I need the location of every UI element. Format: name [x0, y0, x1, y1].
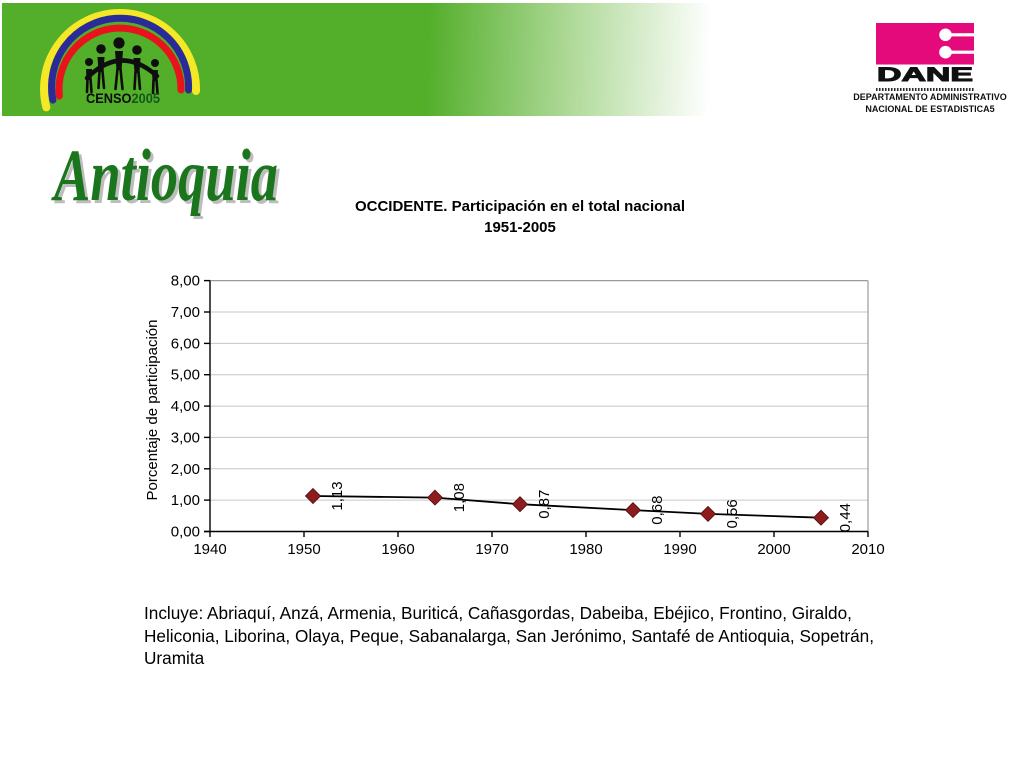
svg-text:7,00: 7,00 — [171, 304, 200, 321]
svg-text:OCCIDENTE. Participación en el: OCCIDENTE. Participación en el total nac… — [355, 198, 685, 215]
svg-text:5,00: 5,00 — [171, 367, 200, 384]
svg-text:1,13: 1,13 — [329, 481, 346, 510]
svg-text:DANE: DANE — [877, 65, 973, 83]
svg-text:2,00: 2,00 — [171, 461, 200, 478]
svg-text:8,00: 8,00 — [171, 273, 200, 290]
svg-text:CENSO2005: CENSO2005 — [86, 91, 160, 106]
svg-text:6,00: 6,00 — [171, 335, 200, 352]
svg-text:0,44: 0,44 — [837, 503, 854, 532]
svg-text:1990: 1990 — [663, 541, 696, 558]
svg-text:Porcentaje de participación: Porcentaje de participación — [144, 320, 161, 501]
svg-text:0,00: 0,00 — [171, 524, 200, 541]
svg-text:1,08: 1,08 — [451, 483, 468, 512]
svg-text:1951-2005: 1951-2005 — [484, 219, 556, 236]
svg-text:2010: 2010 — [851, 541, 884, 558]
svg-text:0,87: 0,87 — [536, 490, 553, 519]
svg-text:1,00: 1,00 — [171, 492, 200, 509]
svg-text:2000: 2000 — [757, 541, 790, 558]
svg-text:1960: 1960 — [381, 541, 414, 558]
svg-text:Antioquia: Antioquia — [51, 135, 278, 217]
svg-text:1980: 1980 — [569, 541, 602, 558]
svg-text:1940: 1940 — [193, 541, 226, 558]
svg-text:Antioquia: Antioquia — [54, 138, 281, 220]
svg-text:0,56: 0,56 — [724, 499, 741, 528]
svg-text:3,00: 3,00 — [171, 429, 200, 446]
svg-text:0,68: 0,68 — [649, 495, 666, 524]
svg-text:1970: 1970 — [475, 541, 508, 558]
svg-text:4,00: 4,00 — [171, 398, 200, 415]
svg-text:1950: 1950 — [287, 541, 320, 558]
